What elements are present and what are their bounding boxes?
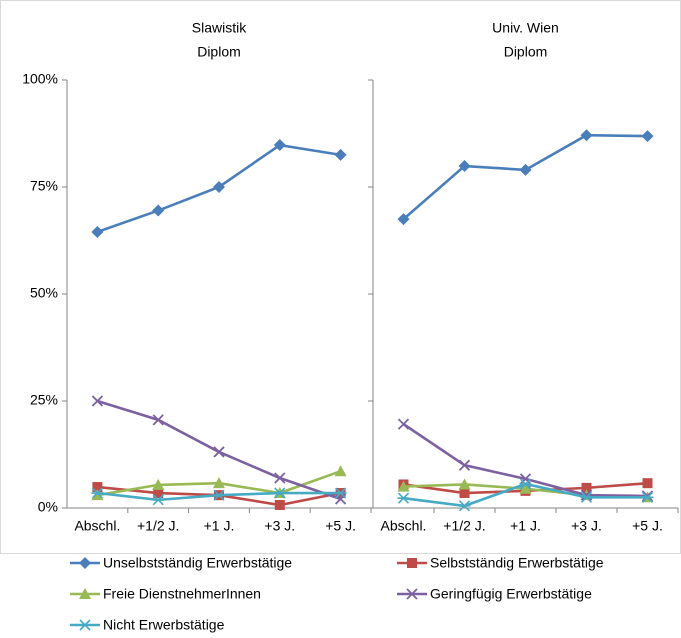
y-tick-label: 75%: [30, 178, 58, 194]
data-point: [397, 480, 410, 492]
data-point: [641, 491, 654, 503]
x-tick-label: +1 J.: [204, 518, 235, 534]
legend-marker: [79, 619, 91, 631]
data-point: [152, 414, 164, 426]
data-point: [213, 477, 225, 489]
data-point: [273, 487, 286, 499]
legend-label: Selbstständig Erwerbstätige: [430, 555, 604, 571]
panel-title: Slawistik: [192, 20, 247, 36]
y-tick-label: 100%: [22, 71, 58, 87]
data-point: [92, 482, 103, 493]
data-point: [334, 148, 347, 161]
data-point: [458, 459, 471, 471]
data-point: [152, 494, 165, 506]
x-tick-label: +5 J.: [325, 518, 356, 534]
x-tick-label: +1/2 J.: [137, 518, 179, 534]
y-tick-label: 50%: [30, 285, 58, 301]
x-tick-label: Abschl.: [381, 518, 427, 534]
data-point: [91, 489, 104, 501]
legend-label: Freie DienstnehmerInnen: [103, 586, 261, 602]
chart-frame: [0, 0, 681, 554]
data-point: [519, 163, 532, 176]
data-point: [581, 482, 592, 493]
data-point: [458, 478, 471, 490]
x-tick-label: +1/2 J.: [443, 518, 485, 534]
data-point: [519, 473, 532, 485]
data-point: [153, 488, 164, 499]
data-point: [213, 446, 225, 458]
data-point: [274, 472, 286, 484]
panel-title: Diplom: [504, 44, 548, 60]
x-tick-label: +3 J.: [264, 518, 295, 534]
data-point: [334, 487, 347, 499]
data-point: [397, 418, 410, 430]
y-tick-label: 25%: [30, 392, 58, 408]
data-point: [519, 482, 532, 494]
data-point: [213, 489, 225, 501]
legend-label: Nicht Erwerbstätige: [103, 617, 225, 633]
x-tick-label: +5 J.: [632, 518, 663, 534]
data-point: [458, 160, 471, 173]
data-point: [580, 491, 593, 503]
data-point: [91, 225, 104, 238]
data-point: [273, 139, 286, 152]
data-point: [91, 487, 104, 499]
x-tick-label: +1 J.: [510, 518, 541, 534]
legend-marker: [406, 588, 418, 600]
data-point: [641, 130, 654, 143]
data-point: [152, 478, 165, 490]
data-point: [274, 500, 285, 511]
panel-title: Univ. Wien: [492, 20, 559, 36]
data-point: [152, 204, 165, 217]
data-point: [519, 478, 532, 490]
data-point: [213, 181, 225, 193]
legend-label: Geringfügig Erwerbstätige: [430, 586, 592, 602]
data-point: [91, 395, 104, 407]
data-point: [580, 129, 593, 142]
data-point: [458, 500, 471, 512]
legend-marker: [407, 558, 417, 568]
data-point: [642, 478, 653, 489]
legend-marker: [79, 588, 91, 599]
data-point: [397, 213, 410, 226]
x-tick-label: Abschl.: [74, 518, 120, 534]
panel-title: Diplom: [197, 44, 241, 60]
x-tick-label: +3 J.: [571, 518, 602, 534]
data-point: [397, 492, 410, 504]
legend-label: Unselbstständig Erwerbstätige: [103, 555, 292, 571]
data-point: [459, 488, 470, 499]
y-tick-label: 0%: [38, 499, 58, 515]
data-point: [334, 465, 347, 477]
legend-marker: [79, 557, 91, 569]
